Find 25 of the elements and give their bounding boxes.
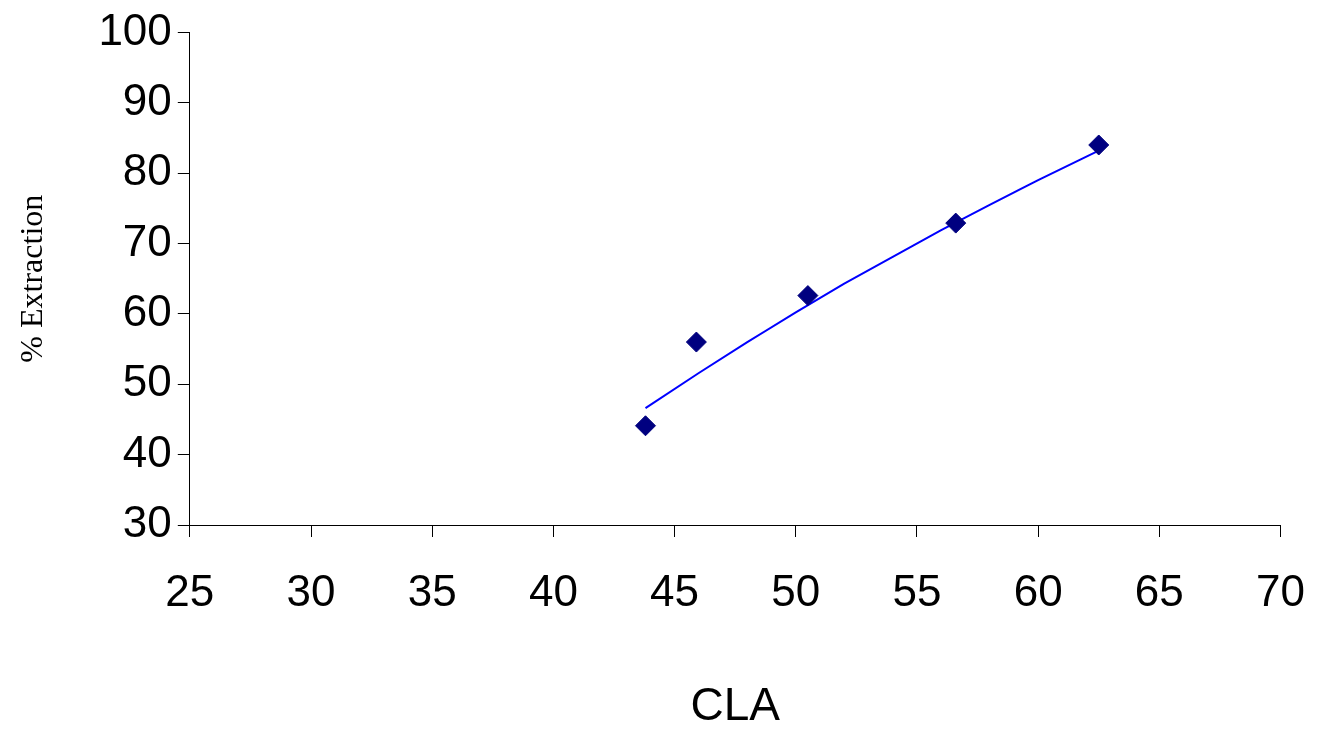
- x-tick-label: 25: [165, 565, 215, 615]
- y-tick-label: 40: [122, 426, 172, 476]
- x-tick-label: 45: [650, 565, 700, 615]
- point: [685, 331, 707, 353]
- point: [1088, 134, 1110, 156]
- y-tick-label: 80: [122, 145, 172, 195]
- x-tick-label: 35: [407, 565, 457, 615]
- x-axis-title: CLA: [690, 678, 781, 731]
- y-tick-label: 60: [122, 286, 172, 336]
- x-tick-label: 50: [771, 565, 821, 615]
- x-tick-label: 30: [286, 565, 336, 615]
- y-axis-title: % Extraction: [12, 194, 49, 363]
- x-tick-label: 55: [892, 565, 942, 615]
- y-tick-label: 90: [122, 74, 172, 124]
- x-tick-label: 70: [1256, 565, 1306, 615]
- point: [797, 285, 819, 307]
- x-tick-label: 40: [528, 565, 578, 615]
- point: [945, 212, 967, 234]
- x-tick-label: 60: [1013, 565, 1063, 615]
- x-tick-label: 65: [1134, 565, 1184, 615]
- y-tick-label: 100: [98, 4, 172, 54]
- point: [634, 415, 656, 437]
- y-tick-label: 50: [122, 356, 172, 406]
- y-tick-label: 70: [122, 215, 172, 265]
- y-tick-label: 30: [122, 497, 172, 547]
